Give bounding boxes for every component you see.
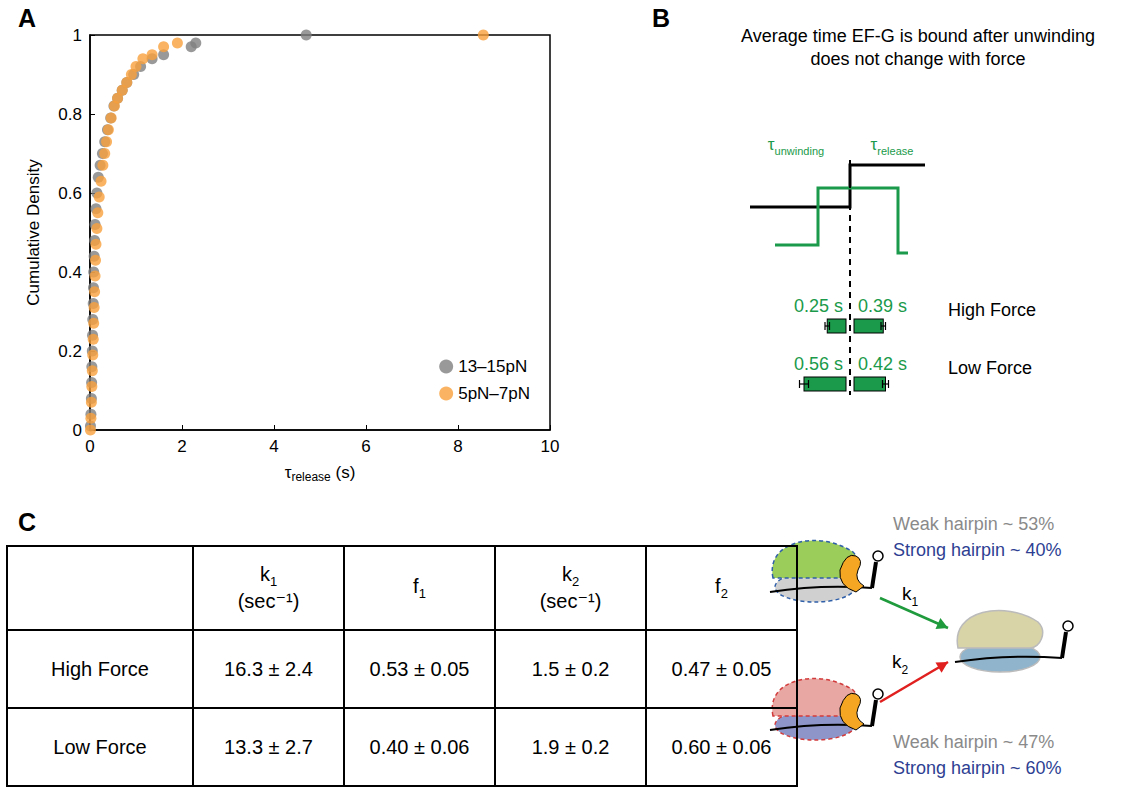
svg-text:0.4: 0.4	[58, 263, 82, 282]
svg-text:0.6: 0.6	[58, 184, 82, 203]
html-text:B: B	[652, 4, 671, 32]
svg-text:Weak hairpin ~ 47%: Weak hairpin ~ 47%	[893, 732, 1054, 752]
html-text:16.3 ± 2.4: 16.3 ± 2.4	[224, 657, 313, 680]
svg-text:τ: τ	[284, 463, 292, 482]
html-text:(sec⁻¹): (sec⁻¹)	[539, 590, 602, 612]
html-text:(sec⁻¹): (sec⁻¹)	[237, 590, 300, 612]
html-text:1.5 ± 0.2: 1.5 ± 0.2	[531, 657, 610, 680]
svg-text:0.39 s: 0.39 s	[858, 296, 907, 316]
html-text:0.40 ± 0.06: 0.40 ± 0.06	[369, 735, 470, 758]
html-text:C: C	[18, 508, 37, 536]
svg-text:Low Force: Low Force	[948, 358, 1032, 378]
svg-text:0.8: 0.8	[58, 105, 82, 124]
svg-text:k2: k2	[892, 651, 909, 677]
html-text:High Force: High Force	[51, 657, 149, 680]
svg-text:10: 10	[541, 437, 560, 456]
svg-text:does not change with force: does not change with force	[810, 49, 1025, 69]
svg-text:τrelease: τrelease	[871, 135, 914, 157]
svg-text:1: 1	[73, 26, 82, 45]
svg-text:0: 0	[85, 437, 94, 456]
svg-text:13–15pN: 13–15pN	[458, 357, 527, 376]
html-text:0.60 ± 0.06: 0.60 ± 0.06	[671, 735, 772, 758]
svg-text:τunwinding: τunwinding	[768, 135, 824, 157]
html-text:0.53 ± 0.05: 0.53 ± 0.05	[369, 657, 470, 680]
svg-text:0.25 s: 0.25 s	[794, 296, 843, 316]
html-text:0.47 ± 0.05: 0.47 ± 0.05	[671, 657, 772, 680]
html-text:1.9 ± 0.2: 1.9 ± 0.2	[531, 735, 610, 758]
html-text:k2: k2	[561, 563, 580, 589]
svg-text:release: release	[291, 470, 331, 484]
svg-text:High Force: High Force	[948, 300, 1036, 320]
svg-text:k1: k1	[902, 583, 919, 609]
html-text:13.3 ± 2.7: 13.3 ± 2.7	[224, 735, 313, 758]
svg-text:(s): (s)	[331, 463, 356, 482]
svg-text:0.56 s: 0.56 s	[794, 354, 843, 374]
html-text:A: A	[18, 4, 37, 32]
svg-text:4: 4	[269, 437, 278, 456]
svg-text:5pN–7pN: 5pN–7pN	[458, 384, 530, 403]
svg-text:8: 8	[453, 437, 462, 456]
svg-text:Strong hairpin ~ 60%: Strong hairpin ~ 60%	[893, 758, 1062, 778]
svg-text:Strong hairpin ~ 40%: Strong hairpin ~ 40%	[893, 540, 1062, 560]
html-text:f1: f1	[413, 575, 426, 601]
svg-text:0.42 s: 0.42 s	[858, 354, 907, 374]
html-text:Low Force: Low Force	[53, 735, 147, 758]
svg-text:Weak hairpin ~ 53%: Weak hairpin ~ 53%	[893, 514, 1054, 534]
svg-text:Cumulative Density: Cumulative Density	[24, 159, 43, 306]
svg-text:0: 0	[73, 421, 82, 440]
html-text:k1: k1	[259, 563, 278, 589]
svg-text:2: 2	[177, 437, 186, 456]
svg-text:Average time EF-G is bound aft: Average time EF-G is bound after unwindi…	[741, 26, 1095, 46]
html-text:f2: f2	[715, 575, 728, 601]
svg-text:6: 6	[361, 437, 370, 456]
svg-text:0.2: 0.2	[58, 342, 82, 361]
